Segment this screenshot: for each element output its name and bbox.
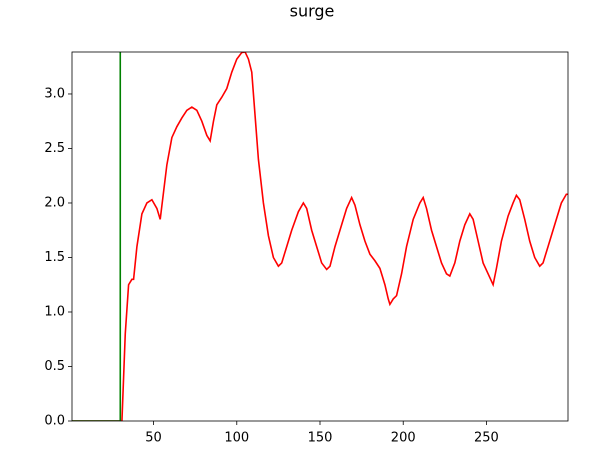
y-tick-label: 2.5 xyxy=(44,141,65,156)
x-tick-label: 100 xyxy=(224,431,249,446)
x-tick-label: 150 xyxy=(308,431,333,446)
series-line xyxy=(72,52,122,421)
y-tick-label: 1.0 xyxy=(44,304,65,319)
x-tick-label: 50 xyxy=(145,431,162,446)
y-tick-label: 3.0 xyxy=(44,86,65,101)
x-tick-label: 250 xyxy=(474,431,499,446)
y-tick-label: 2.0 xyxy=(44,195,65,210)
x-tick-label: 200 xyxy=(391,431,416,446)
series-line xyxy=(72,52,568,421)
y-tick-label: 1.5 xyxy=(44,250,65,265)
chart-title: surge xyxy=(290,2,335,21)
y-tick-label: 0.0 xyxy=(44,414,65,429)
plot-area xyxy=(72,52,568,421)
axes-frame xyxy=(71,51,569,422)
y-tick-label: 0.5 xyxy=(44,359,65,374)
